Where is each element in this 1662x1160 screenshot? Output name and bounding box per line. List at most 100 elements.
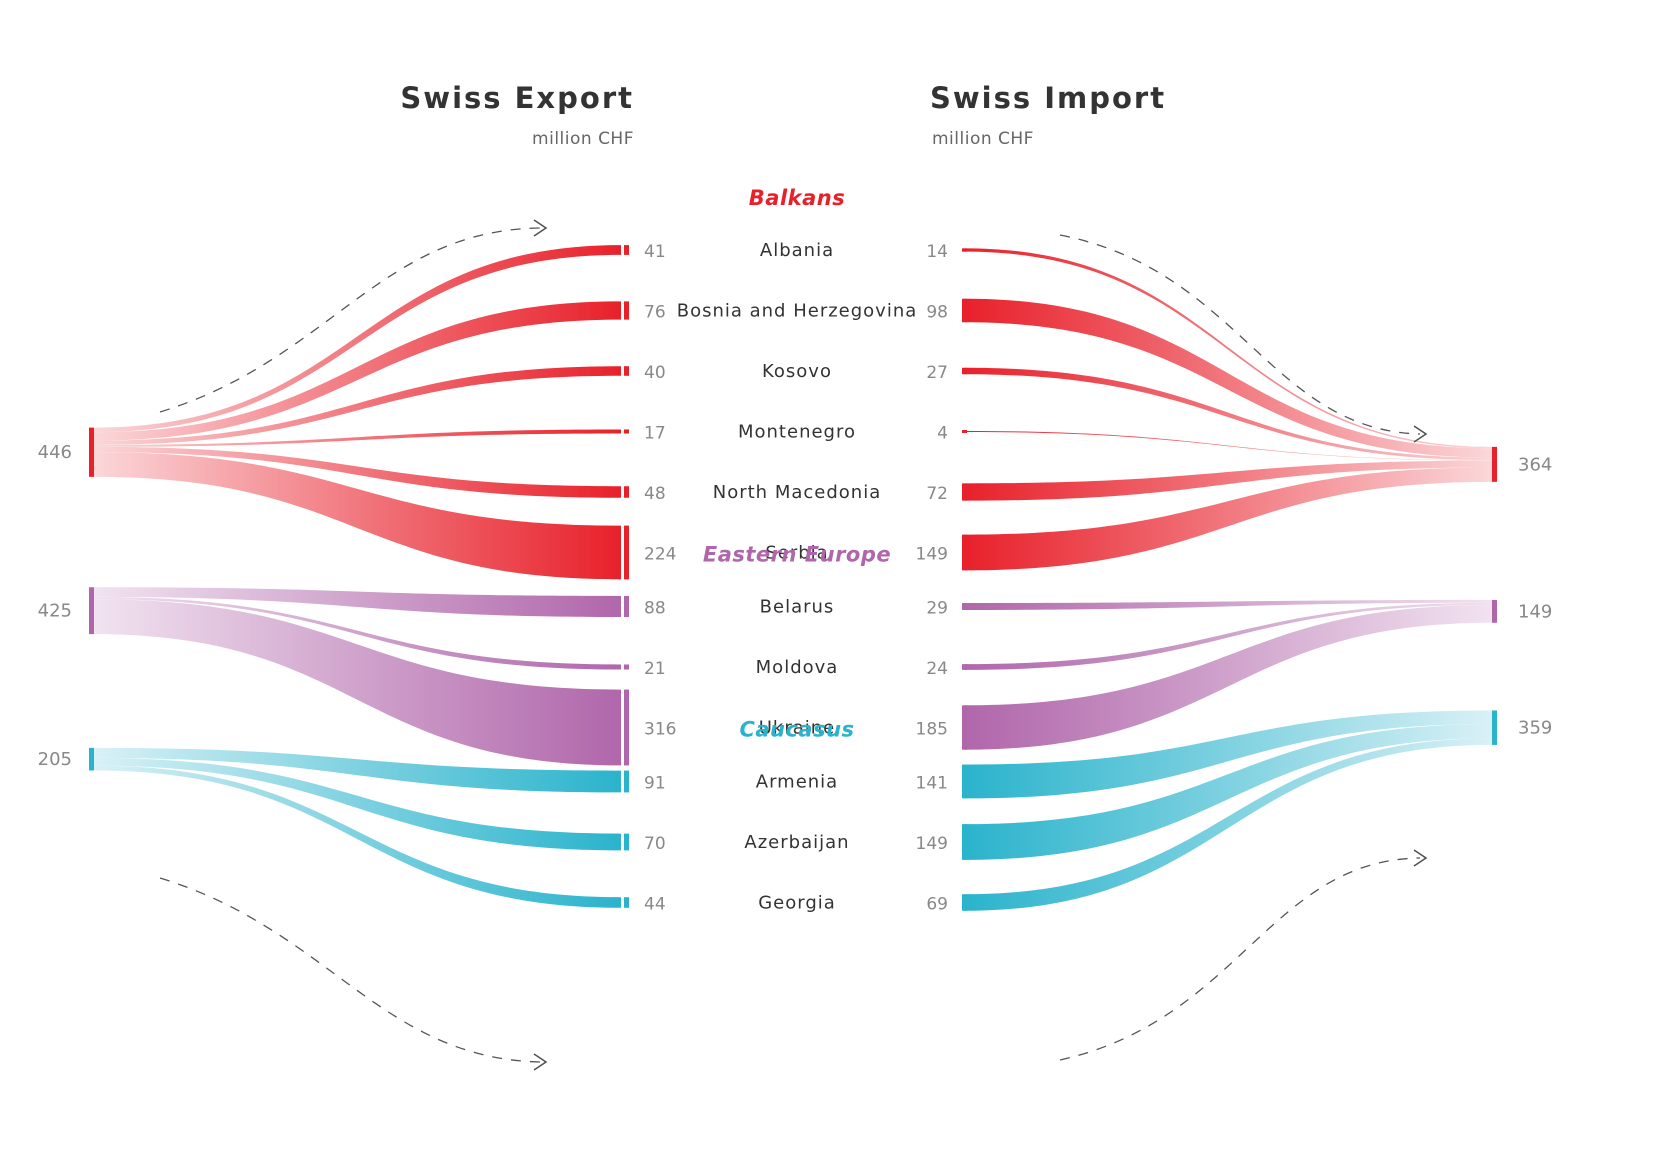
export-flow-serbia — [94, 452, 621, 580]
import-bar-kosovo — [962, 367, 967, 375]
import-flow-montenegro — [965, 431, 1492, 461]
export-total-bar-caucasus — [89, 747, 94, 771]
country-label-moldova: Moldova — [756, 657, 839, 678]
country-label-armenia: Armenia — [756, 772, 838, 793]
export-direction-arrow-top — [159, 227, 541, 413]
import-flow-armenia — [965, 710, 1492, 799]
export-bar-georgia — [624, 897, 629, 908]
export-bar-albania — [624, 245, 629, 255]
export-flow-albania — [94, 245, 621, 433]
import-direction-arrow-bottom-head — [1413, 849, 1428, 867]
import-bar-belarus — [962, 603, 967, 610]
export-title: Swiss Export — [400, 81, 634, 115]
import-bar-ukraine — [962, 705, 967, 750]
import-value-armenia: 141 — [916, 774, 948, 794]
export-flow-north-macedonia — [94, 446, 621, 498]
country-label-montenegro: Montenegro — [738, 422, 856, 443]
import-flow-kosovo — [965, 367, 1492, 461]
import-value-albania: 14 — [926, 242, 948, 262]
import-direction-arrow-top — [1059, 234, 1421, 435]
import-total-eastern-europe: 149 — [1518, 601, 1552, 622]
export-bar-north-macedonia — [624, 486, 629, 498]
export-value-montenegro: 17 — [644, 424, 666, 444]
import-bar-georgia — [962, 894, 967, 911]
import-bar-serbia — [962, 534, 967, 571]
export-bar-belarus — [624, 595, 629, 618]
country-label-kosovo: Kosovo — [762, 361, 832, 382]
import-flow-moldova — [965, 602, 1492, 670]
export-flow-azerbaijan — [94, 757, 621, 851]
export-flow-belarus — [94, 587, 621, 618]
export-value-georgia: 44 — [644, 895, 666, 915]
export-total-balkans: 446 — [38, 442, 72, 463]
export-value-armenia: 91 — [644, 774, 666, 794]
export-flow-georgia — [94, 765, 621, 908]
export-total-eastern-europe: 425 — [38, 601, 72, 622]
group-label-eastern-europe: Eastern Europe — [703, 543, 891, 567]
export-bar-bosnia-and-herzegovina — [624, 301, 629, 320]
import-value-north-macedonia: 72 — [926, 484, 948, 504]
export-total-bar-eastern-europe — [89, 587, 94, 635]
export-direction-arrow-bottom-head — [533, 1053, 548, 1071]
export-value-albania: 41 — [644, 242, 666, 262]
export-value-ukraine: 316 — [644, 720, 676, 740]
export-value-kosovo: 40 — [644, 363, 666, 383]
country-label-belarus: Belarus — [760, 597, 835, 618]
import-bar-albania — [962, 248, 967, 252]
import-bar-armenia — [962, 764, 967, 799]
import-flow-serbia — [965, 467, 1492, 571]
export-value-azerbaijan: 70 — [644, 834, 666, 854]
export-total-bar-balkans — [89, 427, 94, 477]
country-label-ukraine: Ukraine — [759, 718, 836, 739]
import-flow-albania — [965, 248, 1492, 449]
country-label-serbia: Serbia — [765, 543, 828, 564]
export-value-bosnia-and-herzegovina: 76 — [644, 303, 666, 323]
export-unit: million CHF — [532, 129, 634, 149]
import-unit: million CHF — [932, 129, 1034, 149]
import-value-belarus: 29 — [926, 599, 948, 619]
export-value-moldova: 21 — [644, 659, 666, 679]
import-bar-montenegro — [962, 430, 967, 433]
import-bar-azerbaijan — [962, 824, 967, 860]
export-flow-kosovo — [94, 366, 621, 445]
export-bar-armenia — [624, 770, 629, 793]
import-total-caucasus: 359 — [1518, 718, 1552, 739]
import-flow-north-macedonia — [965, 460, 1492, 501]
import-value-ukraine: 185 — [916, 720, 948, 740]
export-value-serbia: 224 — [644, 545, 676, 565]
country-label-north-macedonia: North Macedonia — [713, 482, 881, 503]
export-bar-kosovo — [624, 366, 629, 376]
export-flow-moldova — [94, 596, 621, 670]
export-value-belarus: 88 — [644, 599, 666, 619]
export-direction-arrow-bottom — [159, 877, 541, 1063]
import-bar-bosnia-and-herzegovina — [962, 298, 967, 323]
export-flow-montenegro — [94, 429, 621, 447]
country-label-georgia: Georgia — [758, 893, 836, 914]
import-value-kosovo: 27 — [926, 363, 948, 383]
import-title: Swiss Import — [930, 81, 1166, 115]
country-label-azerbaijan: Azerbaijan — [744, 832, 849, 853]
import-direction-arrow-top-head — [1413, 425, 1428, 443]
group-label-balkans: Balkans — [749, 186, 845, 210]
export-flow-bosnia-and-herzegovina — [94, 301, 621, 441]
export-flow-ukraine — [94, 599, 621, 766]
import-total-bar-balkans — [1492, 446, 1497, 482]
group-label-caucasus: Caucasus — [739, 718, 854, 742]
import-flow-belarus — [965, 599, 1492, 610]
import-bar-north-macedonia — [962, 483, 967, 501]
import-value-montenegro: 4 — [937, 424, 948, 444]
import-total-balkans: 364 — [1518, 454, 1552, 475]
export-value-north-macedonia: 48 — [644, 484, 666, 504]
import-value-georgia: 69 — [926, 895, 948, 915]
export-bar-serbia — [624, 525, 629, 580]
import-value-serbia: 149 — [916, 545, 948, 565]
country-label-bosnia-and-herzegovina: Bosnia and Herzegovina — [677, 301, 918, 322]
export-direction-arrow-top-head — [533, 219, 548, 237]
import-value-bosnia-and-herzegovina: 98 — [926, 303, 948, 323]
import-flow-georgia — [965, 738, 1492, 911]
export-bar-ukraine — [624, 689, 629, 766]
export-bar-montenegro — [624, 429, 629, 434]
import-bar-moldova — [962, 664, 967, 670]
import-value-azerbaijan: 149 — [916, 834, 948, 854]
